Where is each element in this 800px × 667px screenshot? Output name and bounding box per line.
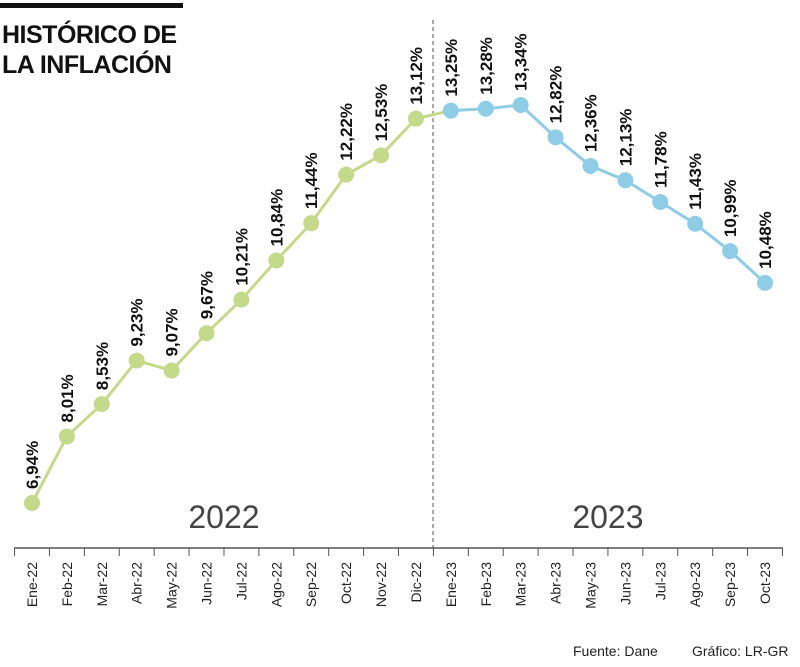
value-label: 13,25% — [442, 39, 461, 97]
value-label: 13,28% — [477, 37, 496, 95]
x-tick-label: Feb-22 — [59, 562, 75, 607]
x-tick-label: May-23 — [582, 562, 598, 609]
value-label: 12,36% — [581, 94, 600, 152]
x-tick-label: Abr-22 — [129, 562, 145, 604]
x-tick-label: Sep-22 — [303, 562, 319, 607]
point — [547, 129, 564, 146]
value-label: 13,34% — [512, 33, 531, 91]
x-tick-label: Dic-22 — [408, 562, 424, 603]
value-label: 12,53% — [372, 84, 391, 142]
point — [338, 166, 355, 183]
point — [268, 252, 285, 269]
point — [128, 352, 145, 369]
point — [582, 157, 599, 174]
value-label: 9,23% — [128, 298, 147, 346]
x-tick-label: Sep-23 — [722, 562, 738, 607]
value-label: 10,48% — [756, 211, 775, 269]
point — [24, 495, 40, 511]
x-tick-label: Nov-22 — [373, 562, 389, 607]
value-label: 12,22% — [337, 103, 356, 161]
value-label: 9,07% — [163, 308, 182, 356]
point — [512, 97, 529, 113]
value-label: 6,94% — [23, 441, 42, 489]
source: Fuente: Dane — [573, 643, 658, 659]
credit: Gráfico: LR-GR — [692, 643, 788, 659]
x-tick-label: Mar-23 — [513, 562, 529, 607]
value-label: 10,21% — [232, 228, 251, 286]
series-line — [30, 117, 418, 504]
x-tick-label: Mar-22 — [94, 562, 110, 607]
value-label: 11,43% — [686, 153, 705, 210]
value-label: 11,78% — [651, 131, 670, 188]
x-tick-label: Abr-23 — [548, 562, 564, 604]
x-tick-label: Ene-22 — [24, 562, 40, 607]
value-label: 8,01% — [58, 374, 77, 422]
x-tick-label: Ago-23 — [687, 562, 703, 607]
series-line — [450, 103, 767, 284]
value-label: 8,53% — [93, 342, 112, 390]
x-tick-label: Oct-22 — [338, 562, 354, 604]
point — [373, 147, 390, 164]
x-tick-label: Ene-23 — [443, 562, 459, 607]
title-bar — [0, 3, 183, 8]
x-tick-label: Jul-22 — [233, 562, 249, 600]
point — [757, 274, 773, 291]
x-tick-label: Feb-23 — [478, 562, 494, 607]
x-tick-label: Jun-23 — [617, 562, 633, 605]
x-tick-label: Ago-22 — [268, 562, 284, 607]
value-label: 11,44% — [302, 152, 321, 209]
point — [407, 110, 424, 127]
year-label: 2023 — [572, 499, 643, 535]
point — [93, 396, 110, 413]
point — [722, 243, 739, 260]
point — [233, 291, 250, 308]
value-label: 12,82% — [547, 66, 566, 124]
x-tick-label: Jul-23 — [652, 562, 668, 600]
value-label: 10,99% — [721, 179, 740, 237]
value-label: 10,84% — [267, 189, 286, 247]
value-label: 9,67% — [198, 271, 217, 319]
value-label: 13,12% — [407, 47, 426, 105]
x-tick-label: Oct-23 — [757, 562, 773, 604]
point — [617, 172, 634, 189]
point — [163, 362, 180, 379]
point — [442, 102, 459, 119]
x-tick-label: Jun-22 — [199, 562, 215, 605]
year-label: 2022 — [188, 499, 259, 535]
point — [303, 215, 320, 232]
point — [58, 428, 75, 445]
point — [652, 194, 669, 211]
point — [687, 215, 704, 232]
chart-title: HISTÓRICO DE LA INFLACIÓN — [2, 21, 177, 79]
value-label: 12,13% — [616, 109, 635, 167]
point — [477, 100, 494, 117]
x-tick-label: May-22 — [164, 562, 180, 609]
point — [198, 325, 215, 342]
